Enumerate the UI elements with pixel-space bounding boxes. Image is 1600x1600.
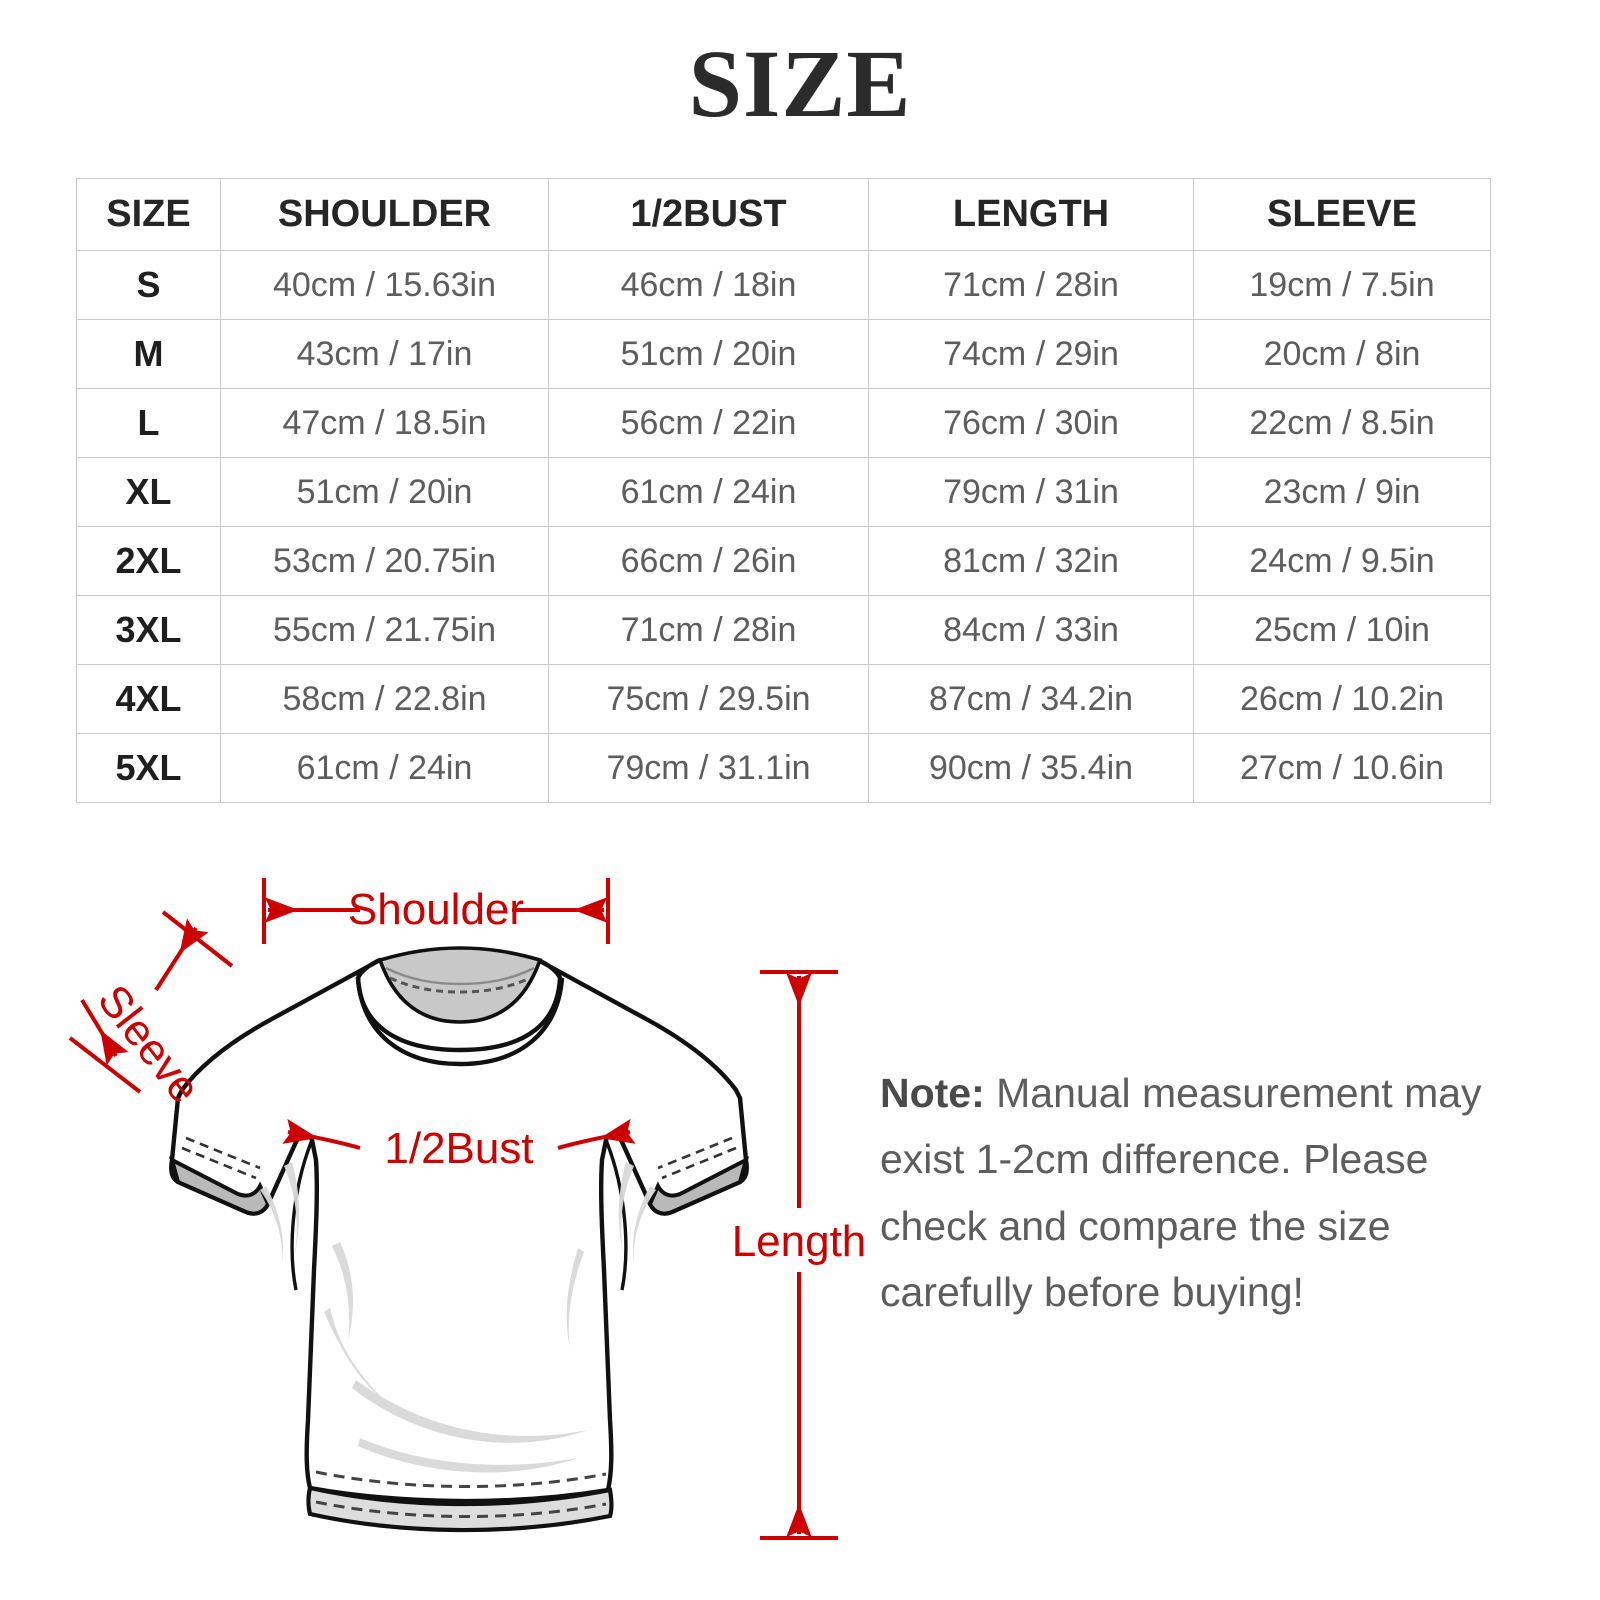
right-cuff-stitch-2 (657, 1136, 733, 1170)
left-cuff-stitch (181, 1146, 257, 1180)
cell-shoulder: 58cm / 22.8in (220, 664, 549, 734)
length-measurement: Length (732, 970, 867, 1540)
right-armhole-seam (604, 1139, 628, 1291)
table-header-row: SIZE SHOULDER 1/2BUST LENGTH SLEEVE (76, 178, 1491, 251)
sleeve-tick-upper (161, 910, 234, 968)
bust-measurement: 1/2Bust (282, 1118, 636, 1173)
cell-sleeve: 23cm / 9in (1193, 457, 1491, 527)
cell-bust: 56cm / 22in (548, 388, 869, 458)
cell-sleeve: 24cm / 9.5in (1193, 526, 1491, 596)
note-text: Manual measurement may exist 1-2cm diffe… (880, 1070, 1482, 1316)
table-row: L 47cm / 18.5in 56cm / 22in 76cm / 30in … (76, 388, 1491, 458)
note-label: Note: (880, 1070, 985, 1116)
shirt-body-outline (169, 957, 749, 1504)
right-cuff-stitch (661, 1146, 737, 1180)
cell-bust: 61cm / 24in (548, 457, 869, 527)
table-row: S 40cm / 15.63in 46cm / 18in 71cm / 28in… (76, 250, 1491, 320)
cell-sleeve: 22cm / 8.5in (1193, 388, 1491, 458)
sleeve-label: Sleeve (88, 976, 209, 1112)
cell-bust: 79cm / 31.1in (548, 733, 869, 803)
cell-sleeve: 25cm / 10in (1193, 595, 1491, 665)
cell-length: 74cm / 29in (868, 319, 1194, 389)
shirt-bottom-hem (306, 1485, 614, 1533)
sleeve-arrow-upper (154, 918, 209, 992)
tshirt-graphic (168, 946, 750, 1533)
size-chart-table: SIZE SHOULDER 1/2BUST LENGTH SLEEVE S 40… (76, 178, 1491, 803)
cell-size: L (76, 388, 221, 458)
tshirt-measurement-illustration: Shoulder Sleeve 1/2Bust Length (68, 878, 867, 1540)
shoulder-label: Shoulder (348, 885, 524, 934)
hem-stitch-lower (315, 1500, 607, 1518)
shoulder-measurement: Shoulder (262, 878, 610, 944)
cell-length: 79cm / 31in (868, 457, 1194, 527)
sleeve-arrow-lower (80, 998, 129, 1066)
cell-size: 5XL (76, 733, 221, 803)
cell-size: 4XL (76, 664, 221, 734)
left-sleeve-cuff (168, 1156, 271, 1216)
note-block: Note: Manual measurement may exist 1-2cm… (880, 1060, 1500, 1326)
cell-sleeve: 20cm / 8in (1193, 319, 1491, 389)
collar-outer-ring (355, 977, 565, 1067)
column-header-bust: 1/2BUST (548, 178, 869, 251)
cell-shoulder: 40cm / 15.63in (220, 250, 549, 320)
cell-bust: 66cm / 26in (548, 526, 869, 596)
table-row: 2XL 53cm / 20.75in 66cm / 26in 81cm / 32… (76, 526, 1491, 596)
hem-stitch-upper (315, 1470, 607, 1488)
cell-length: 84cm / 33in (868, 595, 1194, 665)
cell-length: 90cm / 35.4in (868, 733, 1194, 803)
fabric-shading (260, 1162, 656, 1473)
cell-sleeve: 27cm / 10.6in (1193, 733, 1491, 803)
table-row: M 43cm / 17in 51cm / 20in 74cm / 29in 20… (76, 319, 1491, 389)
table-row: 5XL 61cm / 24in 79cm / 31.1in 90cm / 35.… (76, 733, 1491, 803)
column-header-sleeve: SLEEVE (1193, 178, 1491, 251)
column-header-length: LENGTH (868, 178, 1194, 251)
table-row: XL 51cm / 20in 61cm / 24in 79cm / 31in 2… (76, 457, 1491, 527)
cell-size: S (76, 250, 221, 320)
length-label: Length (732, 1217, 867, 1266)
cell-bust: 71cm / 28in (548, 595, 869, 665)
bust-label: 1/2Bust (384, 1124, 533, 1173)
cell-sleeve: 26cm / 10.2in (1193, 664, 1491, 734)
bust-arrow-right (557, 1118, 636, 1150)
cell-shoulder: 53cm / 20.75in (220, 526, 549, 596)
cell-length: 71cm / 28in (868, 250, 1194, 320)
cell-length: 81cm / 32in (868, 526, 1194, 596)
bust-arrow-left (282, 1118, 361, 1150)
cell-length: 87cm / 34.2in (868, 664, 1194, 734)
size-chart-table-container: SIZE SHOULDER 1/2BUST LENGTH SLEEVE S 40… (76, 178, 1491, 803)
sleeve-measurement: Sleeve (68, 910, 234, 1112)
right-sleeve-cuff (647, 1156, 750, 1216)
cell-bust: 75cm / 29.5in (548, 664, 869, 734)
left-cuff-stitch-2 (185, 1136, 261, 1170)
cell-shoulder: 61cm / 24in (220, 733, 549, 803)
column-header-shoulder: SHOULDER (220, 178, 549, 251)
cell-shoulder: 51cm / 20in (220, 457, 549, 527)
page-title: SIZE (688, 30, 912, 137)
cell-size: 2XL (76, 526, 221, 596)
cell-bust: 51cm / 20in (548, 319, 869, 389)
column-header-size: SIZE (76, 178, 221, 251)
collar-band-edge (385, 966, 535, 986)
cell-size: 3XL (76, 595, 221, 665)
cell-size: M (76, 319, 221, 389)
cell-shoulder: 43cm / 17in (220, 319, 549, 389)
collar-stitch-line (389, 976, 531, 994)
table-row: 4XL 58cm / 22.8in 75cm / 29.5in 87cm / 3… (76, 664, 1491, 734)
cell-shoulder: 55cm / 21.75in (220, 595, 549, 665)
cell-length: 76cm / 30in (868, 388, 1194, 458)
cell-size: XL (76, 457, 221, 527)
cell-sleeve: 19cm / 7.5in (1193, 250, 1491, 320)
cell-shoulder: 47cm / 18.5in (220, 388, 549, 458)
cell-bust: 46cm / 18in (548, 250, 869, 320)
measurement-diagram: Shoulder Sleeve 1/2Bust Length (0, 820, 1600, 1600)
table-row: 3XL 55cm / 21.75in 71cm / 28in 84cm / 33… (76, 595, 1491, 665)
left-armhole-seam (290, 1139, 314, 1291)
